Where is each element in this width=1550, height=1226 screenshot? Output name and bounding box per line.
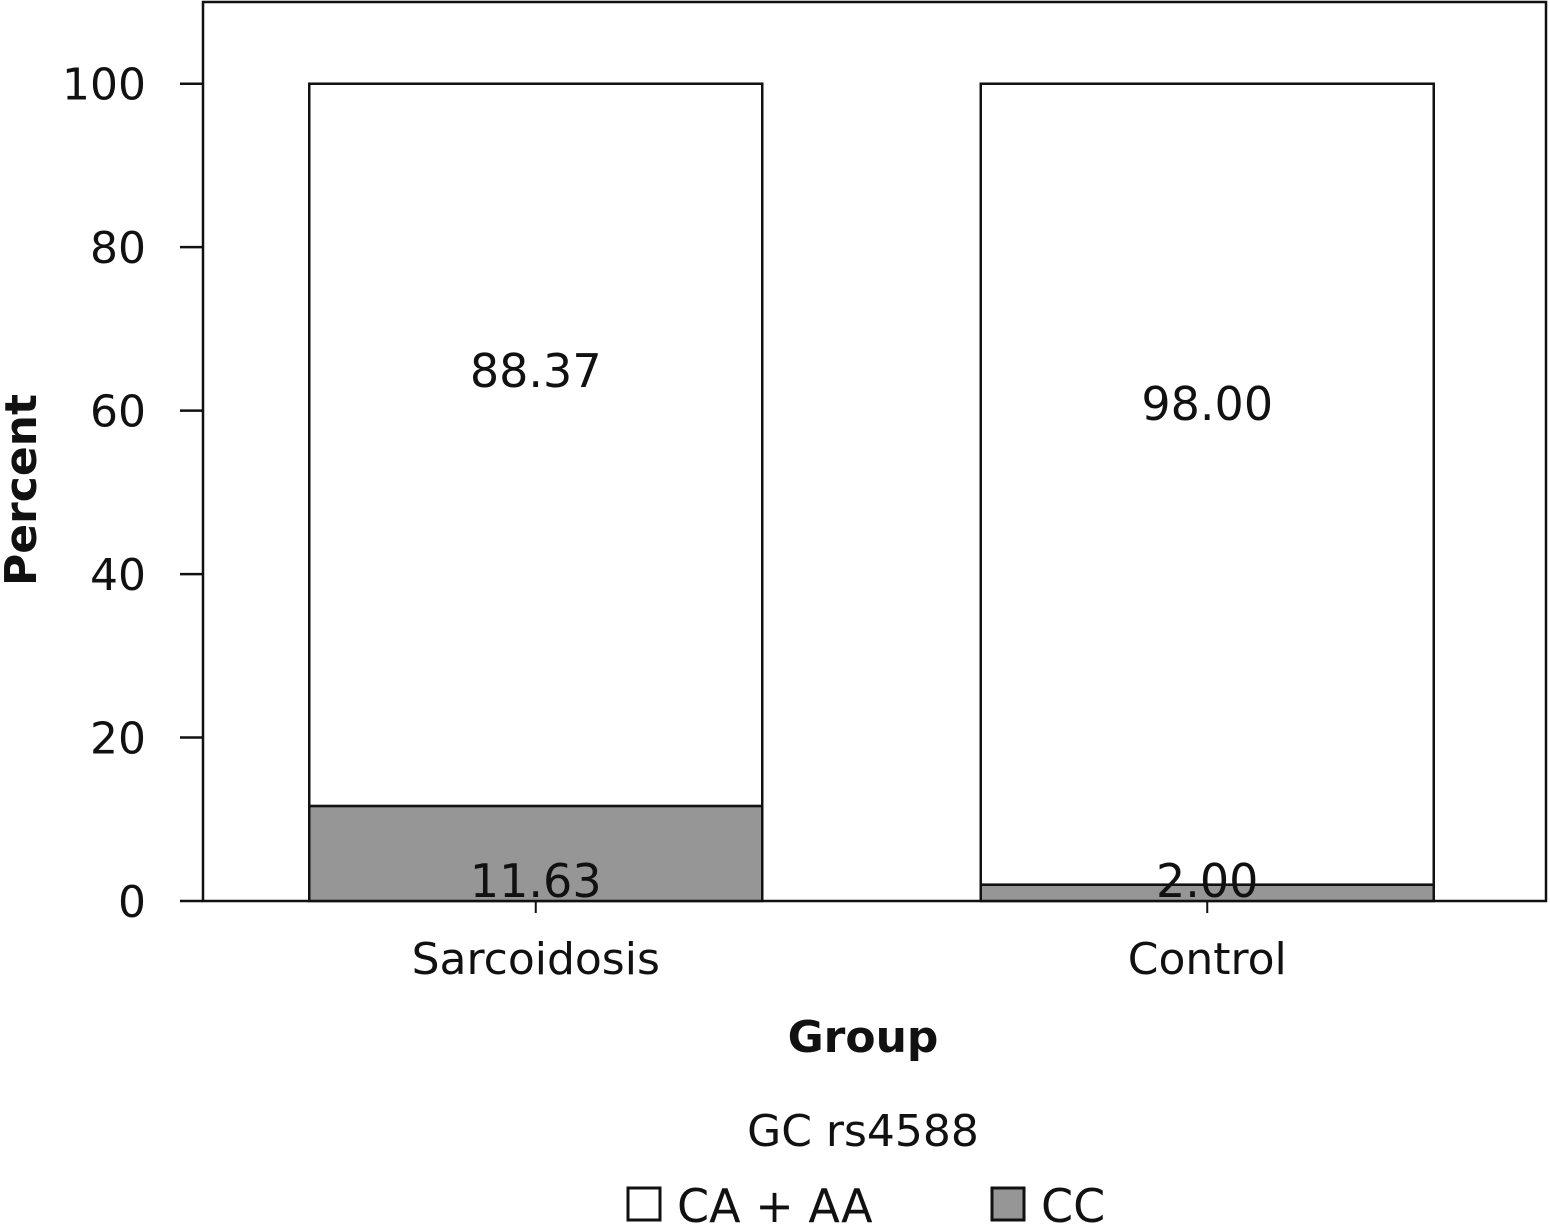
legend-title: GC rs4588 bbox=[747, 1106, 979, 1157]
x-axis: Sarcoidosis Control bbox=[412, 901, 1287, 985]
data-label-sarcoidosis-cc: 11.63 bbox=[470, 854, 602, 908]
data-label-sarcoidosis-ca-aa: 88.37 bbox=[470, 344, 602, 398]
legend-swatch-cc bbox=[990, 1186, 1026, 1222]
y-tick-label: 60 bbox=[90, 387, 146, 438]
y-tick-label: 20 bbox=[90, 714, 146, 765]
y-axis: 0 20 40 60 80 100 bbox=[62, 60, 203, 928]
y-tick-label: 80 bbox=[90, 223, 146, 274]
bars-layer: 11.63 88.37 2.00 98.00 bbox=[308, 82, 1435, 908]
legend-label-ca-aa: CA + AA bbox=[677, 1179, 873, 1226]
plot-frame bbox=[201, 0, 1548, 903]
y-axis-title: Percent bbox=[0, 394, 47, 586]
legend-swatch-ca-aa bbox=[626, 1186, 662, 1222]
data-label-control-cc: 2.00 bbox=[1156, 854, 1258, 908]
y-tick-label: 0 bbox=[118, 877, 146, 928]
y-tick-label: 40 bbox=[90, 550, 146, 601]
x-tick-label-control: Control bbox=[1128, 934, 1287, 985]
legend-label-cc: CC bbox=[1041, 1179, 1105, 1226]
x-tick-label-sarcoidosis: Sarcoidosis bbox=[412, 934, 660, 985]
bar-control-ca-aa bbox=[979, 82, 1435, 886]
bar-sarcoidosis-ca-aa bbox=[308, 82, 764, 808]
legend: CA + AA CC bbox=[626, 1179, 1105, 1226]
data-label-control-ca-aa: 98.00 bbox=[1141, 377, 1273, 431]
y-tick-label: 100 bbox=[62, 60, 146, 111]
x-axis-title: Group bbox=[788, 1012, 939, 1063]
